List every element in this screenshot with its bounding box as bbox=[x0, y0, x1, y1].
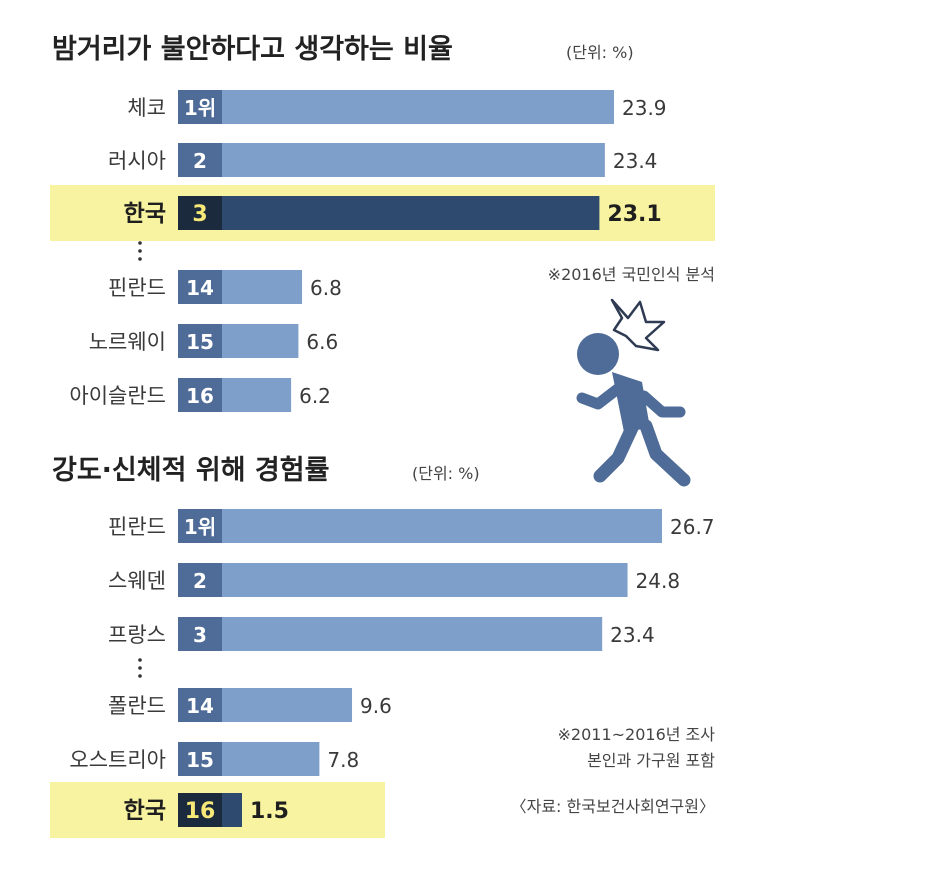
rank-box bbox=[178, 196, 222, 230]
bar bbox=[178, 509, 662, 543]
value-label: 23.9 bbox=[622, 96, 667, 120]
category-label: 핀란드 bbox=[108, 515, 166, 539]
category-label: 오스트리아 bbox=[69, 748, 166, 772]
chart2-ellipsis bbox=[138, 658, 142, 678]
category-label: 핀란드 bbox=[108, 276, 166, 300]
bar bbox=[178, 90, 614, 124]
value-label: 23.4 bbox=[610, 623, 655, 647]
category-label: 체코 bbox=[127, 96, 166, 120]
bar bbox=[178, 143, 605, 177]
rank-box bbox=[178, 143, 222, 177]
rank-label: 3 bbox=[193, 623, 207, 647]
chart2-source: 〈자료: 한국보건사회연구원〉 bbox=[511, 797, 715, 816]
chart1-bars: 1위 체코 23.9 2 러시아 23.4 3 한국 23.1 14 핀란드 6.8 15 노르웨이 6.6… bbox=[50, 90, 715, 412]
rank-label: 16 bbox=[186, 384, 214, 408]
value-label: 26.7 bbox=[670, 515, 715, 539]
chart1-unit: (단위: %) bbox=[566, 43, 634, 62]
category-label: 한국 bbox=[124, 201, 166, 227]
value-label: 23.4 bbox=[613, 149, 658, 173]
rank-box bbox=[178, 90, 222, 124]
rank-label: 15 bbox=[186, 748, 214, 772]
value-label: 6.8 bbox=[310, 276, 342, 300]
rank-box bbox=[178, 509, 222, 543]
chart1-title: 밤거리가 불안하다고 생각하는 비율 bbox=[52, 34, 453, 65]
rank-label: 1위 bbox=[184, 96, 216, 120]
value-label: 7.8 bbox=[327, 748, 359, 772]
rank-box bbox=[178, 270, 222, 304]
category-label: 한국 bbox=[124, 798, 166, 824]
bar bbox=[178, 563, 628, 597]
category-label: 폴란드 bbox=[108, 694, 166, 718]
rank-box bbox=[178, 793, 222, 827]
rank-label: 1위 bbox=[184, 515, 216, 539]
category-label: 러시아 bbox=[108, 149, 166, 173]
value-label: 9.6 bbox=[360, 694, 392, 718]
chart2-title: 강도·신체적 위해 경험률 bbox=[52, 455, 329, 486]
chart1-ellipsis bbox=[138, 241, 142, 261]
value-label: 24.8 bbox=[636, 569, 681, 593]
rank-label: 2 bbox=[193, 569, 207, 593]
rank-box bbox=[178, 617, 222, 651]
category-label: 노르웨이 bbox=[89, 330, 166, 354]
rank-label: 3 bbox=[192, 202, 207, 227]
bar bbox=[178, 617, 603, 651]
rank-label: 14 bbox=[186, 694, 214, 718]
category-label: 스웨덴 bbox=[108, 569, 166, 593]
value-label: 6.2 bbox=[299, 384, 331, 408]
rank-box bbox=[178, 688, 222, 722]
rank-box bbox=[178, 563, 222, 597]
rank-label: 2 bbox=[193, 149, 207, 173]
chart2-bars: 1위 핀란드 26.7 2 스웨덴 24.8 3 프랑스 23.4 14 폴란드 9.6 15 오스트리아… bbox=[50, 509, 715, 838]
category-label: 프랑스 bbox=[108, 623, 166, 647]
rank-label: 15 bbox=[186, 330, 214, 354]
running-person-icon bbox=[576, 298, 691, 487]
rank-box bbox=[178, 324, 222, 358]
value-label: 23.1 bbox=[607, 202, 661, 227]
chart2-note-1: ※2011~2016년 조사 bbox=[558, 725, 716, 744]
value-label: 1.5 bbox=[250, 799, 289, 824]
rank-box bbox=[178, 742, 222, 776]
rank-label: 16 bbox=[185, 799, 216, 824]
value-label: 6.6 bbox=[306, 330, 338, 354]
chart1-note: ※2016년 국민인식 분석 bbox=[548, 265, 715, 284]
rank-label: 14 bbox=[186, 276, 214, 300]
chart2-unit: (단위: %) bbox=[412, 464, 480, 483]
chart2-note-2: 본인과 가구원 포함 bbox=[587, 751, 715, 770]
bar bbox=[178, 196, 600, 230]
rank-box bbox=[178, 378, 222, 412]
category-label: 아이슬란드 bbox=[69, 384, 166, 408]
